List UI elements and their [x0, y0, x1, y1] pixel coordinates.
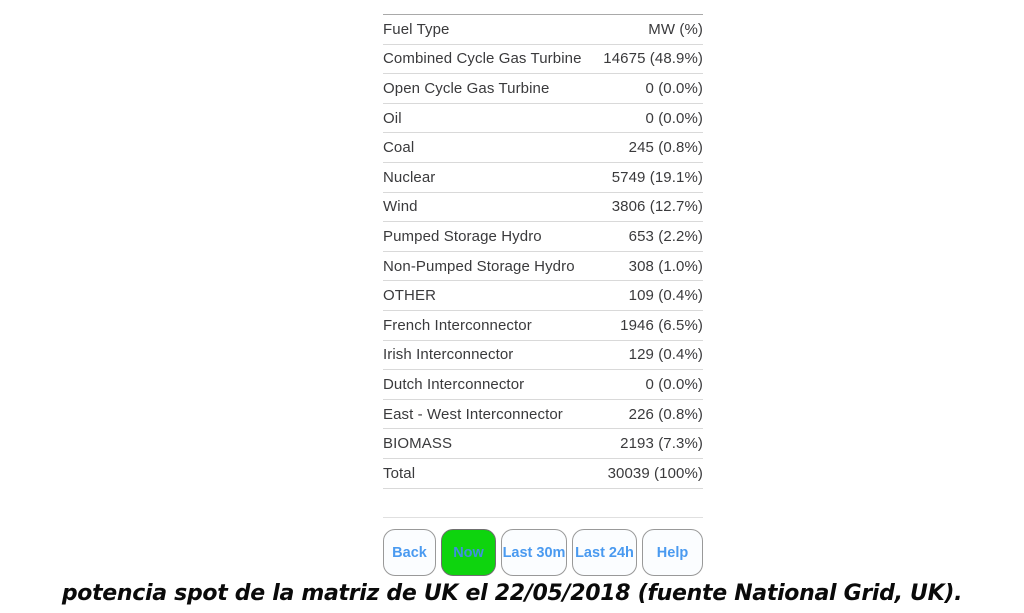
fuel-type-label: Irish Interconnector: [383, 346, 514, 364]
mw-percent-value: 14675 (48.9%): [603, 50, 703, 68]
mw-percent-value: 653 (2.2%): [628, 227, 703, 245]
fuel-type-label: Oil: [383, 109, 402, 127]
table-row: Combined Cycle Gas Turbine 14675 (48.9%): [383, 45, 703, 75]
fuel-mix-table: Fuel Type MW (%) Combined Cycle Gas Turb…: [383, 14, 703, 489]
fuel-type-label: OTHER: [383, 287, 436, 305]
mw-percent-value: 0 (0.0%): [645, 79, 703, 97]
toolbar: Back Now Last 30m Last 24h Help: [383, 529, 703, 576]
table-row: French Interconnector 1946 (6.5%): [383, 311, 703, 341]
fuel-type-label: Non-Pumped Storage Hydro: [383, 257, 575, 275]
mw-percent-value: 109 (0.4%): [628, 287, 703, 305]
mw-percent-value: 3806 (12.7%): [611, 198, 703, 216]
fuel-mix-panel: Fuel Type MW (%) Combined Cycle Gas Turb…: [383, 14, 703, 489]
mw-percent-value: 1946 (6.5%): [620, 316, 703, 334]
table-row: BIOMASS 2193 (7.3%): [383, 429, 703, 459]
table-row: Wind 3806 (12.7%): [383, 193, 703, 223]
table-body: Combined Cycle Gas Turbine 14675 (48.9%) O…: [383, 45, 703, 489]
mw-percent-value: 308 (1.0%): [628, 257, 703, 275]
fuel-type-label: Pumped Storage Hydro: [383, 227, 542, 245]
mw-percent-value: 226 (0.8%): [628, 405, 703, 423]
mw-percent-value: 0 (0.0%): [645, 109, 703, 127]
column-header-fuel-type: Fuel Type: [383, 20, 450, 38]
table-row: OTHER 109 (0.4%): [383, 281, 703, 311]
figure-caption: potencia spot de la matriz de UK el 22/0…: [61, 581, 963, 606]
fuel-type-label: Total: [383, 464, 416, 482]
table-header-row: Fuel Type MW (%): [383, 15, 703, 45]
last-24h-button[interactable]: Last 24h: [572, 529, 637, 576]
back-button[interactable]: Back: [383, 529, 436, 576]
mw-percent-value: 245 (0.8%): [628, 139, 703, 157]
table-row: Dutch Interconnector 0 (0.0%): [383, 370, 703, 400]
table-row: Open Cycle Gas Turbine 0 (0.0%): [383, 74, 703, 104]
fuel-type-label: Combined Cycle Gas Turbine: [383, 50, 582, 68]
fuel-type-label: French Interconnector: [383, 316, 532, 334]
mw-percent-value: 129 (0.4%): [628, 346, 703, 364]
mw-percent-value: 30039 (100%): [607, 464, 703, 482]
fuel-type-label: Wind: [383, 198, 418, 216]
fuel-type-label: East - West Interconnector: [383, 405, 563, 423]
fuel-type-label: Nuclear: [383, 168, 436, 186]
help-button[interactable]: Help: [642, 529, 703, 576]
table-row: Non-Pumped Storage Hydro 308 (1.0%): [383, 252, 703, 282]
table-row: East - West Interconnector 226 (0.8%): [383, 400, 703, 430]
column-header-mw-percent: MW (%): [648, 20, 703, 38]
mw-percent-value: 2193 (7.3%): [620, 435, 703, 453]
mw-percent-value: 5749 (19.1%): [611, 168, 703, 186]
mw-percent-value: 0 (0.0%): [645, 375, 703, 393]
fuel-type-label: Dutch Interconnector: [383, 375, 525, 393]
fuel-type-label: BIOMASS: [383, 435, 453, 453]
table-row: Coal 245 (0.8%): [383, 133, 703, 163]
table-row-total: Total 30039 (100%): [383, 459, 703, 489]
now-button[interactable]: Now: [441, 529, 496, 576]
fuel-type-label: Open Cycle Gas Turbine: [383, 79, 550, 97]
toolbar-divider: [383, 517, 703, 518]
table-row: Pumped Storage Hydro 653 (2.2%): [383, 222, 703, 252]
table-row: Nuclear 5749 (19.1%): [383, 163, 703, 193]
table-row: Oil 0 (0.0%): [383, 104, 703, 134]
last-30m-button[interactable]: Last 30m: [501, 529, 567, 576]
table-row: Irish Interconnector 129 (0.4%): [383, 341, 703, 371]
fuel-type-label: Coal: [383, 139, 415, 157]
